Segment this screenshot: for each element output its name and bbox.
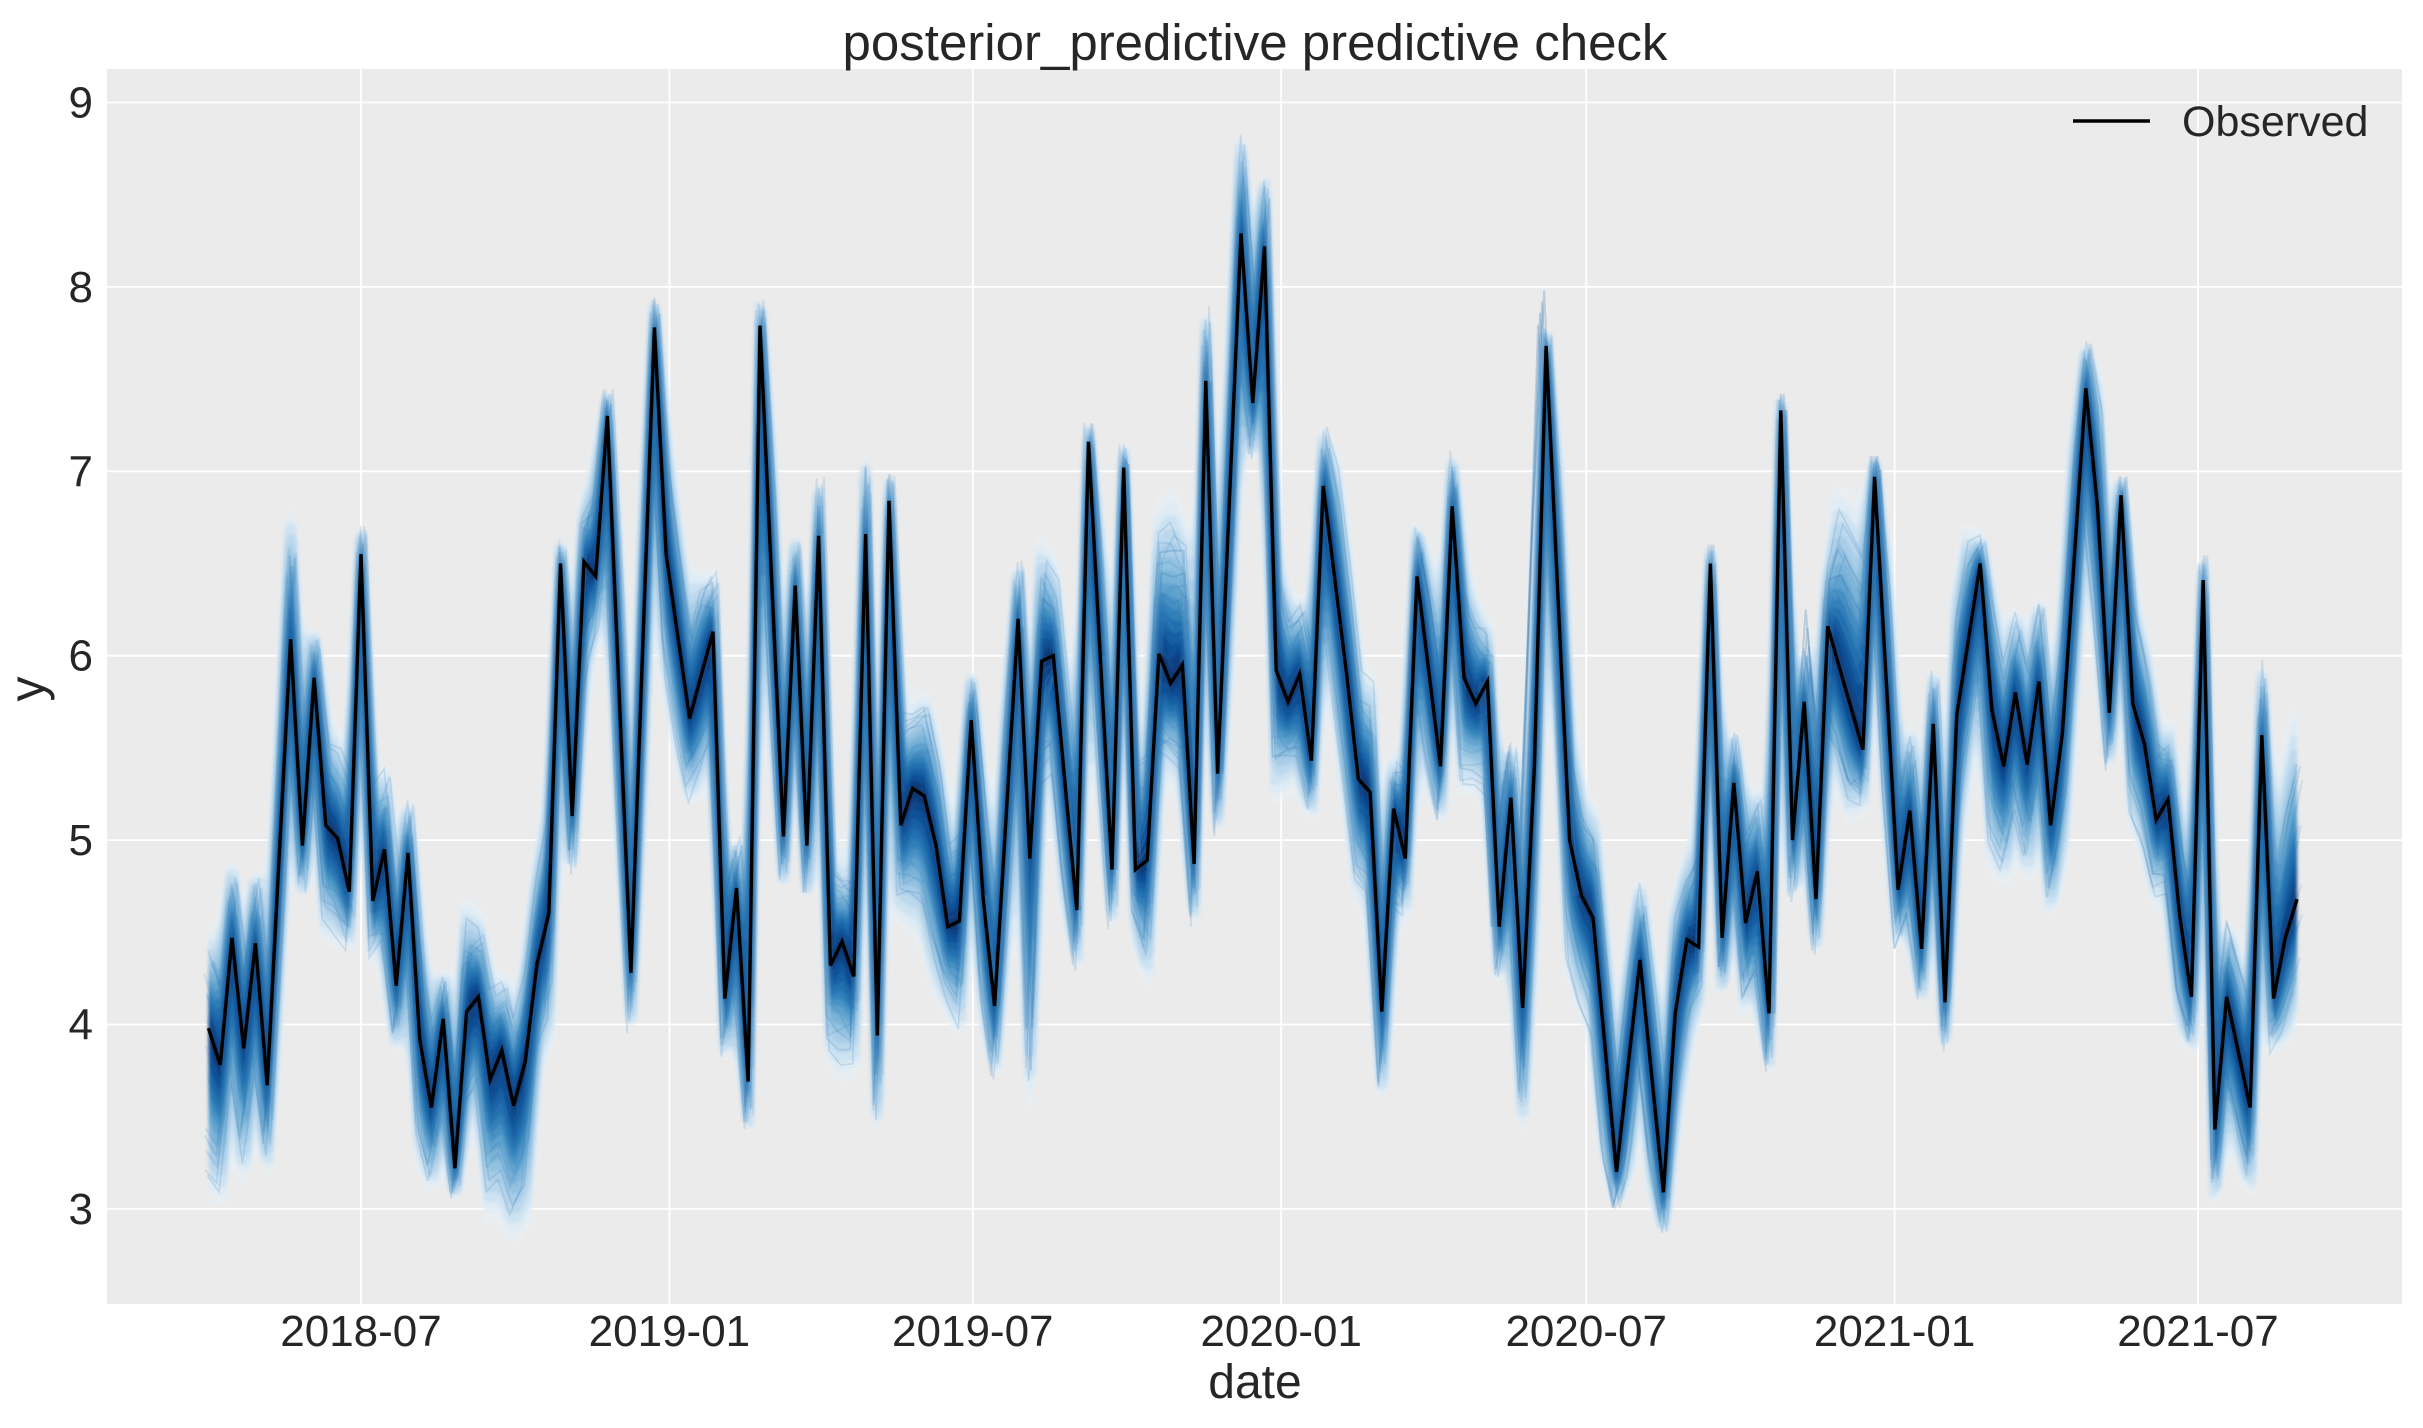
svg-text:5: 5 <box>69 816 93 865</box>
svg-text:2020-07: 2020-07 <box>1505 1307 1666 1356</box>
svg-text:date: date <box>1208 1356 1301 1409</box>
svg-text:4: 4 <box>69 1001 93 1050</box>
svg-text:7: 7 <box>69 447 93 496</box>
svg-text:y: y <box>0 677 55 702</box>
svg-text:Observed: Observed <box>2182 98 2368 146</box>
svg-text:2018-07: 2018-07 <box>280 1307 441 1356</box>
svg-text:8: 8 <box>69 263 93 312</box>
svg-text:posterior_predictive predictiv: posterior_predictive predictive check <box>843 14 1668 71</box>
svg-text:2021-01: 2021-01 <box>1814 1307 1975 1356</box>
svg-text:9: 9 <box>69 79 93 128</box>
svg-text:2020-01: 2020-01 <box>1200 1307 1361 1356</box>
svg-text:2021-07: 2021-07 <box>2117 1307 2278 1356</box>
svg-text:3: 3 <box>69 1185 93 1234</box>
svg-text:6: 6 <box>69 632 93 681</box>
svg-text:2019-07: 2019-07 <box>892 1307 1053 1356</box>
svg-text:2019-01: 2019-01 <box>589 1307 750 1356</box>
